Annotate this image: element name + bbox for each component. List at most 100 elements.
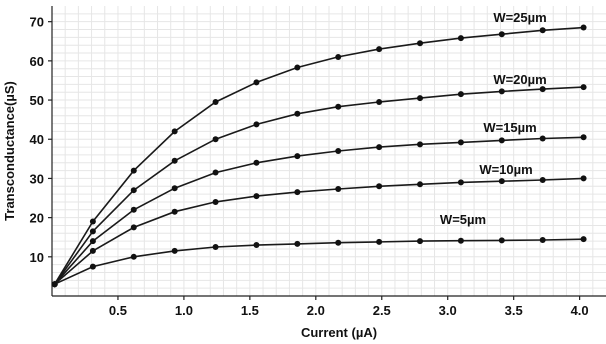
data-point [335, 148, 342, 154]
series-W=5µm [51, 236, 587, 288]
data-point [212, 136, 219, 143]
data-point [294, 153, 301, 160]
series-line [54, 238, 584, 285]
data-point [457, 179, 464, 186]
data-point [253, 79, 260, 86]
data-point [294, 110, 301, 117]
y-tick-label: 40 [30, 132, 44, 147]
y-tick-labels: 10 20 30 40 50 60 70 [30, 15, 52, 265]
series-line [53, 26, 584, 285]
data-point [89, 228, 96, 235]
data-point [580, 236, 587, 243]
series-W=25µm [51, 24, 587, 288]
data-point [171, 185, 178, 192]
data-point [89, 218, 96, 225]
data-point [212, 169, 219, 176]
data-point [376, 144, 383, 151]
data-point [539, 236, 546, 243]
data-point [580, 134, 587, 141]
data-point [539, 27, 546, 34]
data-point [498, 237, 505, 244]
data-point [130, 224, 137, 231]
data-point [580, 24, 587, 31]
data-point [498, 178, 505, 185]
x-tick-label: 2.0 [307, 303, 325, 318]
x-axis-title: Current (µA) [301, 325, 377, 340]
series-W=20µm [51, 84, 587, 288]
data-point [335, 186, 342, 193]
data-point [130, 187, 137, 194]
data-point [253, 159, 260, 166]
series-line [53, 86, 584, 285]
data-point [294, 189, 301, 196]
data-point [376, 46, 383, 53]
data-point [171, 128, 178, 135]
series-label: W=5µm [440, 212, 486, 227]
data-point [171, 247, 178, 254]
data-point [417, 181, 424, 188]
x-tick-label: 1.5 [241, 303, 259, 318]
data-point [376, 99, 383, 106]
series-line [54, 136, 584, 285]
y-tick-label: 20 [30, 211, 44, 226]
data-point [335, 239, 342, 246]
data-point [539, 86, 546, 93]
data-point [457, 139, 464, 146]
data-point [539, 177, 546, 183]
series-label: W=20µm [493, 72, 546, 87]
data-point [130, 253, 137, 260]
data-point [498, 31, 505, 38]
data-point [294, 64, 301, 71]
series [51, 24, 587, 288]
series-W=10µm [51, 175, 587, 288]
data-point [376, 238, 383, 245]
data-point [253, 242, 260, 249]
data-point [171, 208, 178, 215]
data-point [539, 135, 546, 142]
series-labels: W=25µm W=20µm W=15µm W=10µm W=5µm [440, 10, 547, 227]
grid [52, 6, 606, 296]
data-point [89, 263, 96, 270]
x-tick-label: 2.5 [373, 303, 391, 318]
series-W=15µm [51, 134, 587, 288]
data-point [457, 237, 464, 244]
x-tick-label: 1.0 [175, 303, 193, 318]
data-point [580, 84, 587, 91]
data-point [171, 157, 178, 164]
data-point [253, 193, 260, 200]
data-point [498, 88, 505, 95]
series-label: W=25µm [493, 10, 546, 25]
data-point [457, 91, 464, 98]
data-point [130, 206, 137, 213]
y-tick-label: 30 [30, 171, 44, 186]
data-point [212, 198, 219, 205]
data-point [89, 247, 96, 254]
series-line [54, 177, 584, 285]
data-point [335, 53, 342, 60]
data-point [51, 281, 58, 288]
data-point [580, 175, 587, 182]
data-point [417, 141, 424, 148]
data-point [335, 103, 342, 110]
x-tick-label: 4.0 [571, 303, 589, 318]
data-point [130, 167, 137, 174]
data-point [376, 183, 383, 190]
x-tick-labels: 0.5 1.0 1.5 2.0 2.5 3.0 3.5 4.0 [109, 296, 589, 318]
x-tick-label: 0.5 [109, 303, 127, 318]
data-point [417, 95, 424, 102]
y-tick-label: 70 [30, 15, 44, 30]
data-point [417, 238, 424, 245]
data-point [498, 137, 505, 144]
y-tick-label: 50 [30, 93, 44, 108]
data-point [253, 121, 260, 128]
data-point [417, 40, 424, 47]
x-tick-label: 3.0 [439, 303, 457, 318]
data-point [212, 99, 219, 106]
y-axis-title: Transconductance(µS) [2, 81, 17, 221]
data-point [89, 238, 96, 245]
series-label: W=10µm [479, 162, 532, 177]
data-point [294, 240, 301, 247]
y-tick-label: 10 [30, 250, 44, 265]
series-label: W=15µm [483, 120, 536, 135]
